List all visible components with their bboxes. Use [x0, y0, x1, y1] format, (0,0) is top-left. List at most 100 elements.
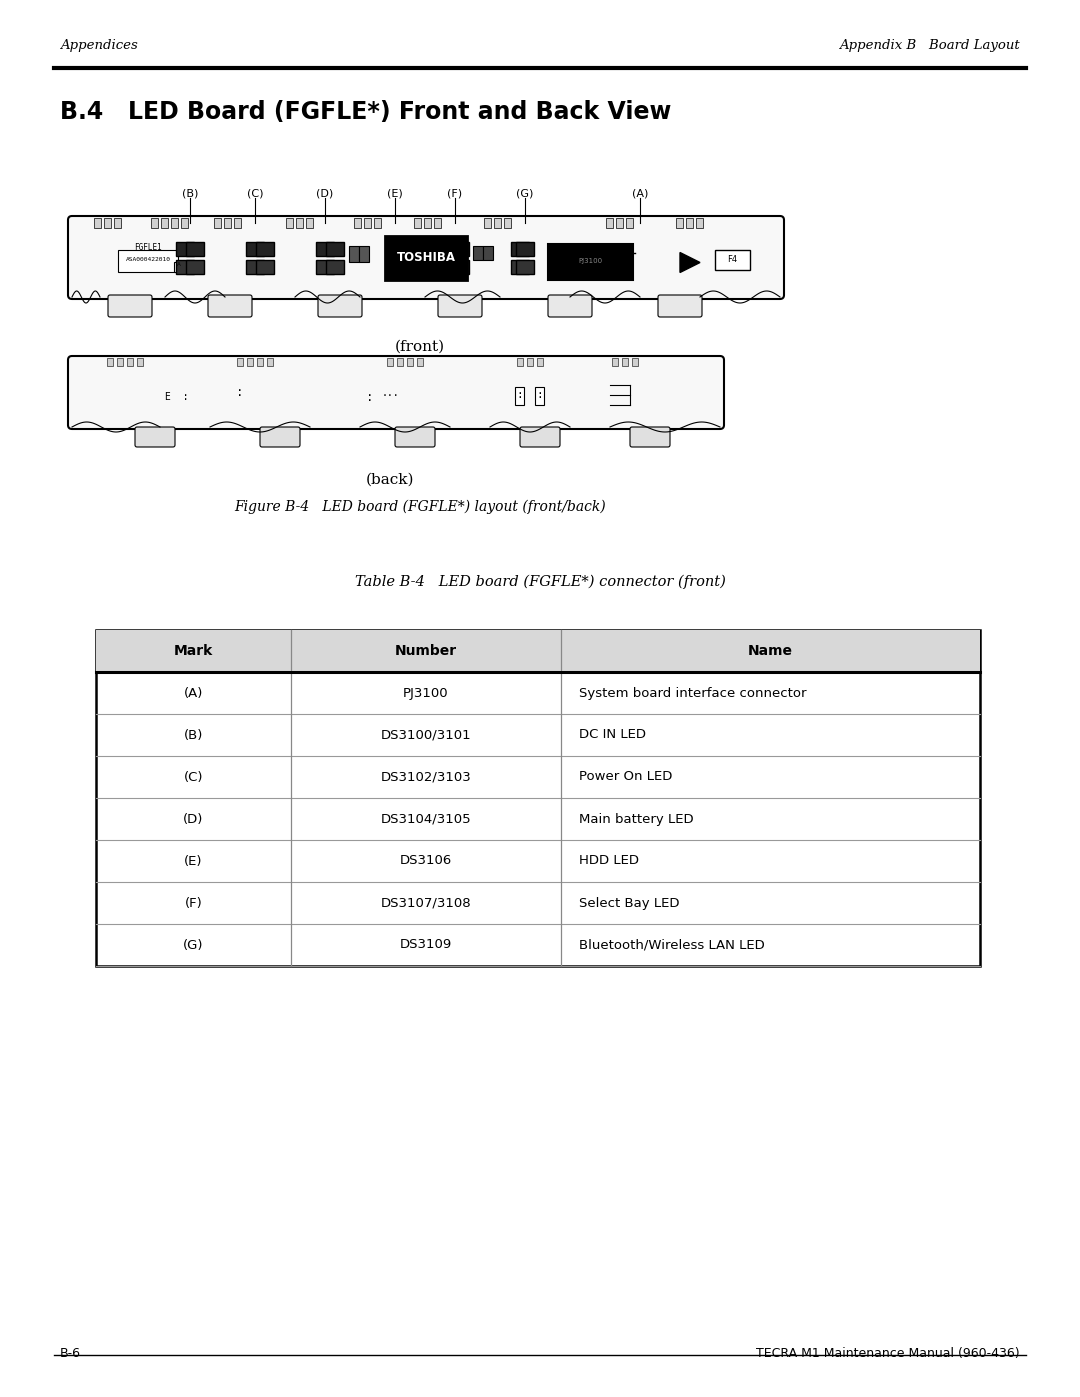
Bar [511, 260, 529, 274]
Text: TOSHIBA: TOSHIBA [396, 251, 456, 264]
Bar [237, 358, 243, 366]
Bar [517, 358, 523, 366]
Text: (F): (F) [185, 897, 202, 909]
Bar [527, 358, 534, 366]
Bar [316, 260, 334, 274]
Bar [424, 218, 431, 228]
Bar [537, 358, 543, 366]
Bar [234, 218, 241, 228]
Text: (A): (A) [632, 189, 648, 198]
Bar [441, 260, 459, 274]
Bar [104, 218, 111, 228]
Text: B.4   LED Board (FGFLE*) Front and Back View: B.4 LED Board (FGFLE*) Front and Back Vi… [60, 101, 672, 124]
Bar [511, 242, 529, 256]
Bar [715, 250, 750, 270]
Text: (G): (G) [184, 939, 204, 951]
FancyBboxPatch shape [108, 295, 152, 317]
Bar [359, 246, 369, 261]
Text: F4: F4 [727, 256, 737, 264]
Bar [186, 260, 204, 274]
Bar [386, 242, 404, 256]
Bar [473, 246, 483, 260]
Text: (A): (A) [184, 686, 203, 700]
Text: Mark: Mark [174, 644, 213, 658]
Bar [676, 218, 683, 228]
Bar [515, 387, 524, 405]
Text: Figure B-4   LED board (FGFLE*) layout (front/back): Figure B-4 LED board (FGFLE*) layout (fr… [234, 500, 606, 514]
Text: (front): (front) [395, 339, 445, 353]
Text: System board interface connector: System board interface connector [579, 686, 807, 700]
Bar [174, 261, 184, 271]
Bar [434, 218, 441, 228]
Bar [137, 358, 143, 366]
Text: (B): (B) [181, 189, 199, 198]
Bar [246, 242, 264, 256]
FancyBboxPatch shape [260, 427, 300, 447]
Bar [94, 218, 102, 228]
Bar [151, 218, 158, 228]
Text: (E): (E) [185, 855, 203, 868]
FancyBboxPatch shape [395, 427, 435, 447]
Text: PJ3100: PJ3100 [578, 258, 602, 264]
Polygon shape [680, 253, 700, 272]
Text: Name: Name [748, 644, 793, 658]
Bar [176, 260, 194, 274]
Text: :: : [366, 391, 374, 404]
Text: Appendix B   Board Layout: Appendix B Board Layout [839, 39, 1020, 52]
Bar [397, 358, 403, 366]
FancyBboxPatch shape [658, 295, 702, 317]
Bar [246, 260, 264, 274]
Bar [417, 358, 423, 366]
Bar [171, 218, 178, 228]
Text: (D): (D) [184, 813, 204, 826]
Bar [364, 218, 372, 228]
Bar [326, 260, 345, 274]
Bar [484, 218, 491, 228]
Text: DS3104/3105: DS3104/3105 [380, 813, 471, 826]
Text: ASA000422010: ASA000422010 [125, 257, 171, 263]
Text: (F): (F) [447, 189, 462, 198]
Text: Main battery LED: Main battery LED [579, 813, 693, 826]
FancyBboxPatch shape [208, 295, 252, 317]
Bar [451, 260, 469, 274]
Text: :: : [537, 391, 543, 401]
Text: DS3106: DS3106 [400, 855, 453, 868]
Bar [96, 630, 980, 672]
Bar [256, 242, 274, 256]
Bar [535, 387, 544, 405]
Bar [548, 243, 633, 279]
Text: DS3107/3108: DS3107/3108 [380, 897, 471, 909]
Bar [407, 358, 413, 366]
Bar [387, 358, 393, 366]
Bar [616, 218, 623, 228]
Bar [494, 218, 501, 228]
FancyBboxPatch shape [548, 295, 592, 317]
Bar [326, 242, 345, 256]
Text: DC IN LED: DC IN LED [579, 728, 646, 742]
Bar [186, 242, 204, 256]
FancyBboxPatch shape [318, 295, 362, 317]
Text: :: : [237, 386, 244, 400]
Bar [384, 236, 467, 279]
Bar [257, 358, 264, 366]
Bar [161, 218, 168, 228]
Bar [626, 218, 633, 228]
Bar [96, 630, 980, 965]
Text: ...: ... [381, 387, 399, 398]
FancyBboxPatch shape [68, 356, 724, 429]
Bar [286, 218, 293, 228]
Text: Appendices: Appendices [60, 39, 138, 52]
Text: (E): (E) [387, 189, 403, 198]
Bar [214, 218, 221, 228]
Text: DS3102/3103: DS3102/3103 [380, 771, 471, 784]
Bar [504, 218, 511, 228]
Bar [441, 242, 459, 256]
Text: HDD LED: HDD LED [579, 855, 639, 868]
Text: (C): (C) [246, 189, 264, 198]
Text: (B): (B) [184, 728, 203, 742]
Text: Number: Number [395, 644, 457, 658]
Bar [451, 242, 469, 256]
Text: (back): (back) [366, 474, 415, 488]
Bar [686, 218, 693, 228]
Bar [267, 358, 273, 366]
